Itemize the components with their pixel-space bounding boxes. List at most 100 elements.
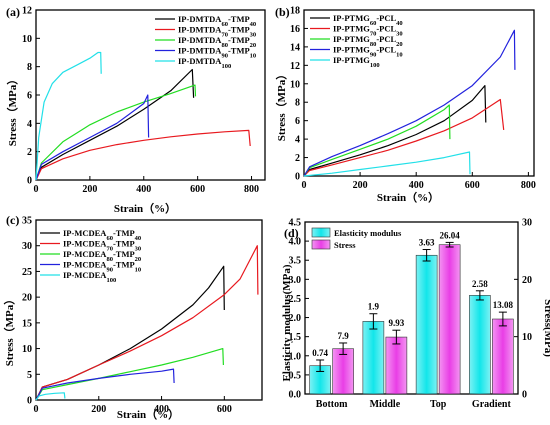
- panel-d-legend-entry: Stress: [334, 240, 356, 250]
- panel-d-x-tick-label: Middle: [370, 399, 401, 410]
- panel-b-series-line: [303, 104, 451, 177]
- panel-d-y-left-tick-label: 0.5: [289, 370, 302, 381]
- panel-d-y-left-tick-label: 0.0: [289, 390, 302, 401]
- panel-b-legend-entry: IP-PTMG90-PCL10: [333, 45, 403, 59]
- panel-b-legend-entry: IP-PTMG70-PCL30: [333, 24, 403, 38]
- panel-b-y-tick-label: 12: [290, 61, 300, 72]
- panel-a-x-tick-label: 0: [34, 184, 39, 195]
- panel-d-data-label: 26.04: [440, 230, 461, 240]
- panel-d-data-label: 9.93: [389, 318, 405, 328]
- panel-c-legend-entry: IP-MCDEA100: [63, 270, 116, 284]
- panel-b-plot-frame: [303, 9, 535, 177]
- panel-d-y-right-tick-label: 0: [522, 390, 527, 401]
- panel-d-ylabel-right: Stress(MPa): [542, 299, 550, 357]
- panel-a-x-tick-label: 200: [82, 184, 97, 195]
- panel-d-data-label: 3.63: [419, 238, 435, 248]
- panel-a-xlabel: Strain（%）: [114, 202, 176, 215]
- panel-c-series-line: [35, 348, 224, 401]
- panel-d-y-right-tick-label: 10: [522, 332, 532, 343]
- panel-d-chart: (d) Elasticity modulus(MPa) Stress(MPa) …: [281, 218, 550, 411]
- panel-b-x-tick-label: 400: [409, 180, 424, 191]
- panel-d-data-label: 0.74: [312, 348, 328, 358]
- panel-c-y-tick-label: 5: [27, 370, 32, 381]
- panel-b-legend-entry: IP-PTMG60-PCL40: [333, 13, 403, 27]
- panel-d-ylabel-left: Elasticity modulus(MPa): [281, 264, 293, 381]
- panel-d-y-left-tick-label: 4.0: [289, 237, 302, 248]
- panel-d-legend-entry: Elasticity modulus: [334, 228, 402, 238]
- panel-d-y-right-tick-label: 20: [522, 275, 532, 286]
- panel-c-y-tick-label: 20: [22, 293, 32, 304]
- panel-a-y-tick-label: 2: [27, 147, 32, 158]
- panel-b-y-tick-label: 0: [295, 172, 300, 183]
- panel-a-legend-entry: IP-DMTDA100: [178, 56, 231, 70]
- panel-c-ylabel: Stress（MPa）: [3, 294, 16, 367]
- panel-b-y-tick-label: 8: [295, 98, 300, 109]
- panel-c-series-line: [35, 245, 259, 401]
- panel-c-y-tick-label: 0: [27, 396, 32, 407]
- panel-d-bar: [332, 348, 354, 395]
- panel-a-legend-entry: IP-DMTDA80-TMP20: [178, 35, 256, 49]
- panel-d-x-tick-label: Top: [430, 399, 447, 410]
- panel-c-y-tick-label: 25: [22, 267, 32, 278]
- panel-a-x-tick-label: 800: [244, 184, 259, 195]
- panel-b-chart: (b) Stress（MPa） Strain（%） 0 200 400 600 800 0…: [275, 5, 536, 204]
- panel-a-y-tick-label: 0: [27, 176, 32, 187]
- panel-a-y-tick-label: 6: [27, 91, 32, 102]
- panel-a-label: (a): [6, 5, 20, 19]
- panel-b-x-tick-label: 800: [521, 180, 536, 191]
- panel-d-data-label: 2.58: [472, 279, 488, 289]
- panel-d-y-right-tick-label: 30: [522, 218, 532, 229]
- panel-c-x-tick-label: 600: [217, 404, 232, 415]
- panel-c-legend-entry: IP-MCDEA70-TMP30: [63, 239, 141, 253]
- panel-c-series-line: [35, 368, 175, 401]
- panel-b-legend-entry: IP-PTMG100: [333, 55, 380, 69]
- panel-a-y-tick-label: 4: [27, 119, 32, 130]
- panel-c-y-tick-label: 15: [22, 318, 32, 329]
- panel-b-x-tick-label: 200: [353, 180, 368, 191]
- panel-a-legend-entry: IP-DMTDA70-TMP30: [178, 25, 256, 39]
- panel-d-data-label: 7.9: [338, 331, 350, 341]
- panel-a-chart: (a) Stress（MPa） Strain（%） 0 200 400 600 800 0…: [6, 5, 266, 215]
- panel-c-plot-frame: [35, 219, 263, 401]
- panel-d-label: (d): [284, 226, 299, 240]
- panel-c-x-tick-label: 0: [34, 404, 39, 415]
- panel-d-data-label: 13.08: [493, 300, 514, 310]
- panel-a-legend-entry: IP-DMTDA90-TMP10: [178, 46, 256, 60]
- panel-a-series-line: [35, 68, 195, 181]
- panel-c-legend-entry: IP-MCDEA80-TMP20: [63, 249, 141, 263]
- panel-a-x-tick-label: 600: [190, 184, 205, 195]
- panel-a-series-line: [35, 129, 251, 181]
- panel-d-legend-swatch: [311, 227, 331, 238]
- panel-d-x-tick-label: Gradient: [472, 399, 512, 410]
- panel-a-y-tick-label: 8: [27, 62, 32, 73]
- panel-d-plot-frame: [304, 221, 519, 395]
- panel-d-bar: [492, 318, 514, 395]
- panel-b-y-tick-label: 4: [295, 135, 300, 146]
- panel-c-legend-entry: IP-MCDEA90-TMP10: [63, 260, 141, 274]
- panel-c-chart: (c) Stress（MPa） Strain（%） 0 200 400 600 0 5 10…: [3, 213, 263, 421]
- panel-b-xlabel: Strain（%）: [377, 191, 439, 204]
- panel-c-x-tick-label: 200: [91, 404, 106, 415]
- panel-b-series-line: [303, 29, 516, 177]
- panel-d-y-left-tick-label: 4.5: [289, 218, 302, 229]
- panel-c-xlabel: Strain（%）: [117, 408, 179, 421]
- panel-b-series-line: [303, 98, 505, 177]
- panel-b-y-tick-label: 2: [295, 153, 300, 164]
- panel-b-legend-entry: IP-PTMG80-PCL20: [333, 34, 403, 48]
- panel-a-ylabel: Stress（MPa）: [6, 74, 19, 147]
- panel-a-series-line: [35, 84, 197, 181]
- panel-b-y-tick-label: 16: [290, 24, 300, 35]
- panel-d-legend-swatch: [311, 239, 331, 250]
- panel-d-y-left-tick-label: 1.0: [289, 351, 302, 362]
- panel-d-bar: [469, 295, 491, 395]
- panel-d-bar: [362, 321, 385, 395]
- panel-d-y-left-tick-label: 2.5: [289, 294, 302, 305]
- panel-d-bar: [385, 336, 408, 395]
- panel-c-legend-entry: IP-MCDEA60-TMP40: [63, 228, 141, 242]
- panel-c-y-tick-label: 10: [22, 344, 32, 355]
- panel-a-y-tick-label: 10: [22, 34, 32, 45]
- panel-a-series-line: [35, 51, 102, 181]
- panel-b-ylabel: Stress（MPa）: [275, 69, 288, 142]
- panel-c-x-tick-label: 400: [154, 404, 169, 415]
- panel-b-y-tick-label: 14: [290, 42, 300, 53]
